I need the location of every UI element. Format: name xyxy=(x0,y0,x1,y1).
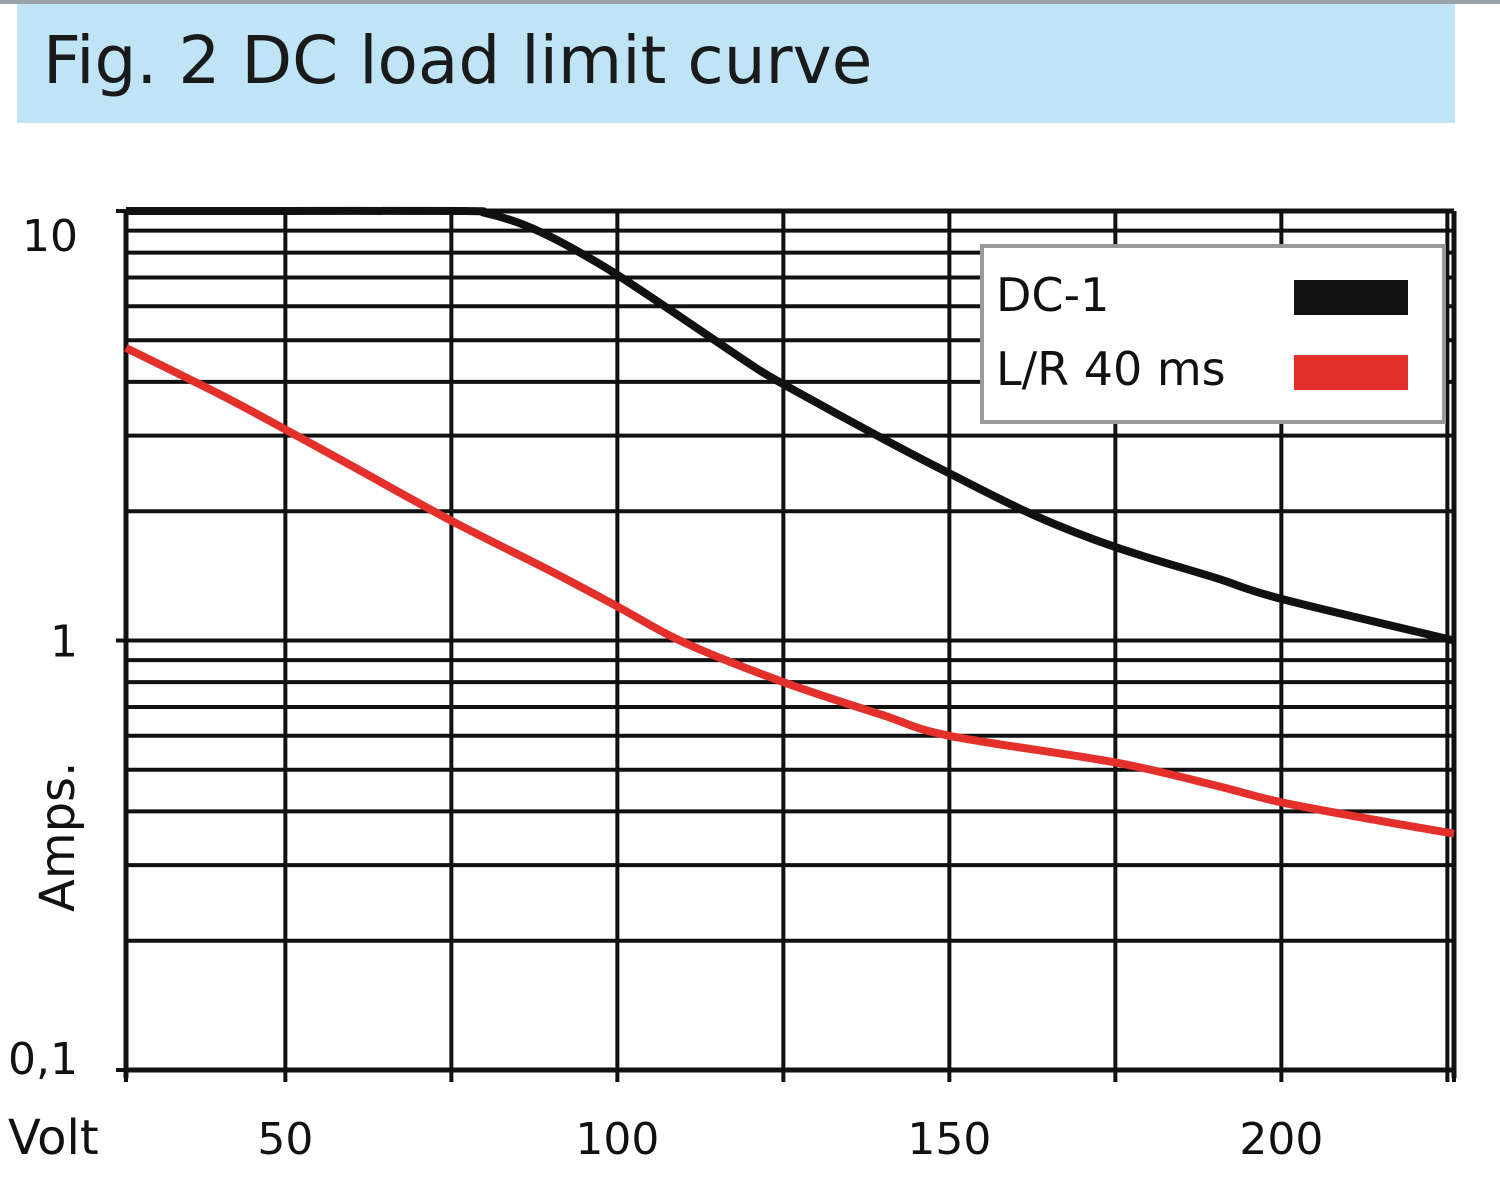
y-axis-title: Amps. xyxy=(30,762,86,912)
series-layer xyxy=(124,206,1455,838)
y-tick-label: 1 xyxy=(50,617,78,668)
title-band: Fig. 2 DC load limit curve xyxy=(17,4,1455,123)
series-line-dc1 xyxy=(125,206,1455,645)
x-axis-title: Volt xyxy=(8,1110,99,1166)
y-tick-label: 10 xyxy=(22,211,78,262)
tick-labels: 50 100 150 200 10 1 0,1 xyxy=(8,211,1323,1165)
y-tick-label: 0,1 xyxy=(8,1034,78,1085)
legend: DC-1 L/R 40 ms xyxy=(980,244,1446,424)
x-tick-label: 200 xyxy=(1239,1114,1323,1165)
x-tick-label: 150 xyxy=(907,1114,991,1165)
top-rule xyxy=(0,0,1500,4)
x-tick-label: 50 xyxy=(257,1114,313,1165)
legend-swatch-lr40 xyxy=(1294,355,1408,390)
legend-box xyxy=(980,244,1446,424)
legend-label-dc1: DC-1 xyxy=(996,268,1109,322)
legend-swatch-dc1 xyxy=(1294,280,1408,315)
x-tick-label: 100 xyxy=(575,1114,659,1165)
legend-label-lr40: L/R 40 ms xyxy=(996,342,1226,396)
series-line-lr40 xyxy=(124,344,1455,838)
chart-title: Fig. 2 DC load limit curve xyxy=(43,22,873,99)
